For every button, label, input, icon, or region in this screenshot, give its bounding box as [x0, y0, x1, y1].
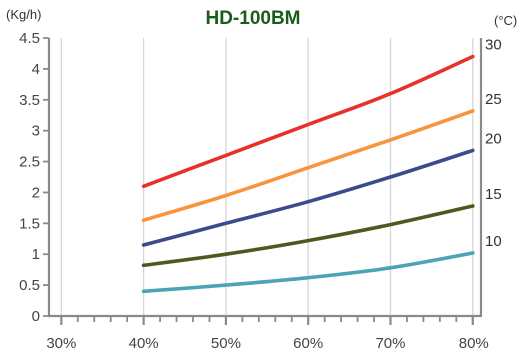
series-line-20	[141, 148, 475, 247]
chart-title: HD-100BM	[205, 8, 300, 29]
series-unit-label: (°C)	[494, 13, 517, 28]
y-tick-label: 3	[32, 123, 40, 140]
x-tick-label: 60%	[293, 335, 323, 352]
series-label-30: 30	[485, 37, 502, 54]
y-tick-label: 4	[32, 61, 40, 78]
y-axis-unit-label: (Kg/h)	[6, 7, 41, 22]
y-tick-label: 3.5	[19, 92, 40, 109]
x-tick-label: 80%	[459, 335, 489, 352]
y-tick-label: 0	[32, 308, 40, 325]
series-labels: 30 25 20 15 10	[485, 37, 502, 250]
x-tick-label: 70%	[375, 335, 405, 352]
series-line-15	[141, 204, 475, 268]
x-tick-label: 30%	[46, 335, 76, 352]
series-label-15: 15	[485, 186, 502, 203]
y-tick-label: 1	[32, 246, 40, 263]
series-label-20: 20	[485, 130, 502, 147]
series-line-10	[141, 251, 475, 294]
y-tick-label: 4.5	[19, 30, 40, 47]
x-tick-label: 40%	[129, 335, 159, 352]
series-label-10: 10	[485, 233, 502, 250]
x-tick-label: 50%	[211, 335, 241, 352]
y-tick-label: 2	[32, 184, 40, 201]
series-line-30	[141, 54, 475, 189]
y-tick-label: 1.5	[19, 215, 40, 232]
x-axis-ticks: 30% 40% 50% 60% 70% 80%	[46, 335, 488, 352]
chart-series	[141, 54, 475, 294]
y-tick-label: 0.5	[19, 277, 40, 294]
y-axis-ticks: 0 0.5 1 1.5 2 2.5 3 3.5 4 4.5	[19, 30, 49, 325]
chart-grid	[60, 38, 474, 316]
y-tick-label: 2.5	[19, 154, 40, 171]
chart-axes	[47, 38, 483, 325]
series-line-25	[141, 109, 475, 222]
series-label-25: 25	[485, 91, 502, 108]
